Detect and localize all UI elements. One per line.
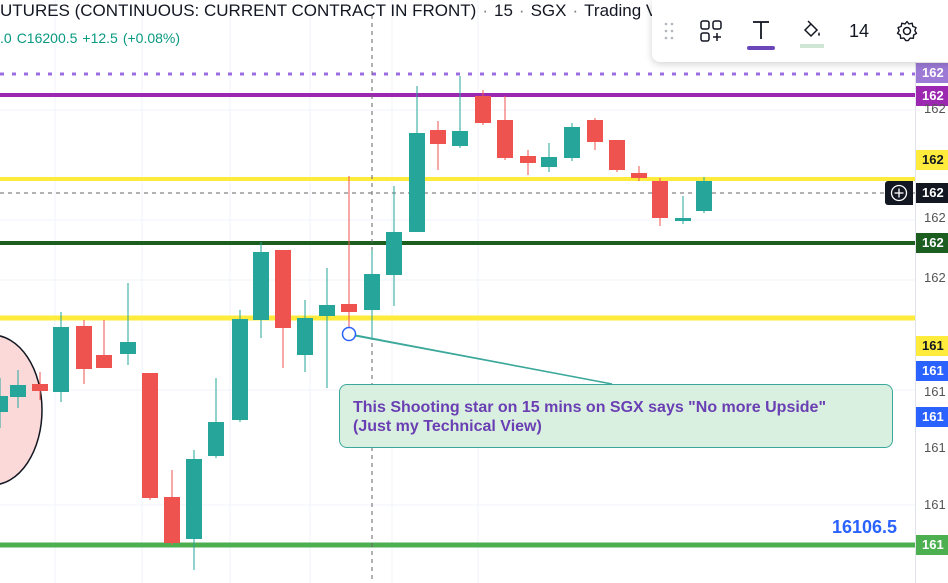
candle-body xyxy=(564,127,580,158)
callout-line-1: This Shooting star on 15 mins on SGX say… xyxy=(353,399,827,416)
price-axis-tag: 162 xyxy=(916,183,948,203)
candle-body xyxy=(232,319,248,420)
change-value: +12.5 xyxy=(82,30,118,46)
candle-body xyxy=(609,140,625,170)
drawing-toolbar: 14 xyxy=(652,0,948,62)
candle-body xyxy=(386,232,402,275)
open-value: .0 xyxy=(0,30,12,46)
gear-icon xyxy=(896,20,918,42)
settings-button[interactable] xyxy=(882,0,932,62)
price-axis-tag: 162 xyxy=(916,63,948,83)
interval-label[interactable]: 15 xyxy=(493,1,513,20)
callout-pointer-line-2 xyxy=(354,335,613,385)
fill-color-button[interactable] xyxy=(786,0,836,62)
candle-body xyxy=(452,131,468,146)
candle-body xyxy=(164,497,180,543)
add-object-button[interactable] xyxy=(686,0,736,62)
candle-body xyxy=(10,385,26,397)
source-label: Trading Vi xyxy=(584,1,661,20)
exchange-label: SGX xyxy=(530,1,567,20)
candle-body xyxy=(520,156,536,163)
drag-handle-icon xyxy=(664,22,674,40)
candle-body xyxy=(96,355,112,368)
fill-color-swatch xyxy=(800,44,824,48)
price-axis-tag: 161 xyxy=(916,361,948,381)
text-color-button[interactable] xyxy=(736,0,786,62)
candle-body xyxy=(120,342,136,354)
plus-circle-icon xyxy=(890,184,908,202)
candle-body xyxy=(53,327,69,392)
price-axis-tag: 161 xyxy=(916,336,948,356)
price-axis-tag: 162 xyxy=(916,233,948,253)
candle-body xyxy=(696,181,712,211)
ellipse-drawing[interactable] xyxy=(0,335,43,485)
price-axis-tag: 162 xyxy=(916,150,948,170)
candle-body xyxy=(142,373,158,498)
candle-body xyxy=(253,252,269,320)
candle-body xyxy=(475,96,491,123)
price-axis-tag: 161 xyxy=(916,535,948,555)
symbol-title-bar[interactable]: UTURES (CONTINUOUS: CURRENT CONTRACT IN … xyxy=(0,1,661,21)
drag-handle[interactable] xyxy=(652,0,686,62)
crosshair-plus-button[interactable] xyxy=(885,181,913,205)
candle-body xyxy=(631,173,647,178)
candle-body xyxy=(675,218,691,221)
separator-dot: · xyxy=(518,1,525,20)
add-object-icon xyxy=(700,20,722,42)
candle-body xyxy=(186,459,202,539)
candle-body xyxy=(76,326,92,369)
text-tool-icon xyxy=(753,21,769,39)
price-axis-tick: 162 xyxy=(924,210,946,225)
font-size-select[interactable]: 14 xyxy=(848,20,870,41)
price-axis-tick: 161 xyxy=(924,384,946,399)
candles xyxy=(0,76,712,570)
fill-color-icon xyxy=(803,20,820,38)
candle-body xyxy=(341,304,357,312)
candle-body xyxy=(0,396,8,412)
candle-body xyxy=(208,422,224,456)
candle-body xyxy=(364,274,380,310)
candle-body xyxy=(32,384,48,391)
separator-dot: · xyxy=(572,1,579,20)
close-value: C16200.5 xyxy=(16,30,78,46)
symbol-name[interactable]: UTURES (CONTINUOUS: CURRENT CONTRACT IN … xyxy=(0,1,477,20)
ohlc-values: .0 C16200.5 +12.5 (+0.08%) xyxy=(0,30,185,46)
price-axis-tick: 162 xyxy=(924,101,946,116)
callout-anchor-handle[interactable] xyxy=(341,326,357,342)
candle-body xyxy=(587,120,603,142)
candle-body xyxy=(430,130,446,144)
candle-body xyxy=(541,157,557,167)
horizontal-lines xyxy=(0,72,915,548)
price-level-label: 16106.5 xyxy=(832,517,898,537)
candle-body xyxy=(319,305,335,316)
candle-body xyxy=(297,318,313,355)
candle-body xyxy=(275,250,291,328)
price-axis-tick: 161 xyxy=(924,440,946,455)
text-callout[interactable]: This Shooting star on 15 mins on SGX say… xyxy=(339,384,893,448)
separator-dot: · xyxy=(482,1,488,20)
price-chart[interactable] xyxy=(0,0,915,583)
price-axis-tag: 162 xyxy=(916,86,948,106)
price-axis-tag: 161 xyxy=(916,407,948,427)
price-axis-tick: 162 xyxy=(924,270,946,285)
price-axis-tick: 161 xyxy=(924,497,946,512)
candle-body xyxy=(652,181,668,218)
chart-grid xyxy=(0,0,915,583)
text-color-swatch xyxy=(747,46,775,50)
callout-line-2: (Just my Technical View) xyxy=(353,418,542,435)
change-percent: (+0.08%) xyxy=(122,30,181,46)
candle-body xyxy=(409,133,425,232)
candle-body xyxy=(497,120,513,158)
